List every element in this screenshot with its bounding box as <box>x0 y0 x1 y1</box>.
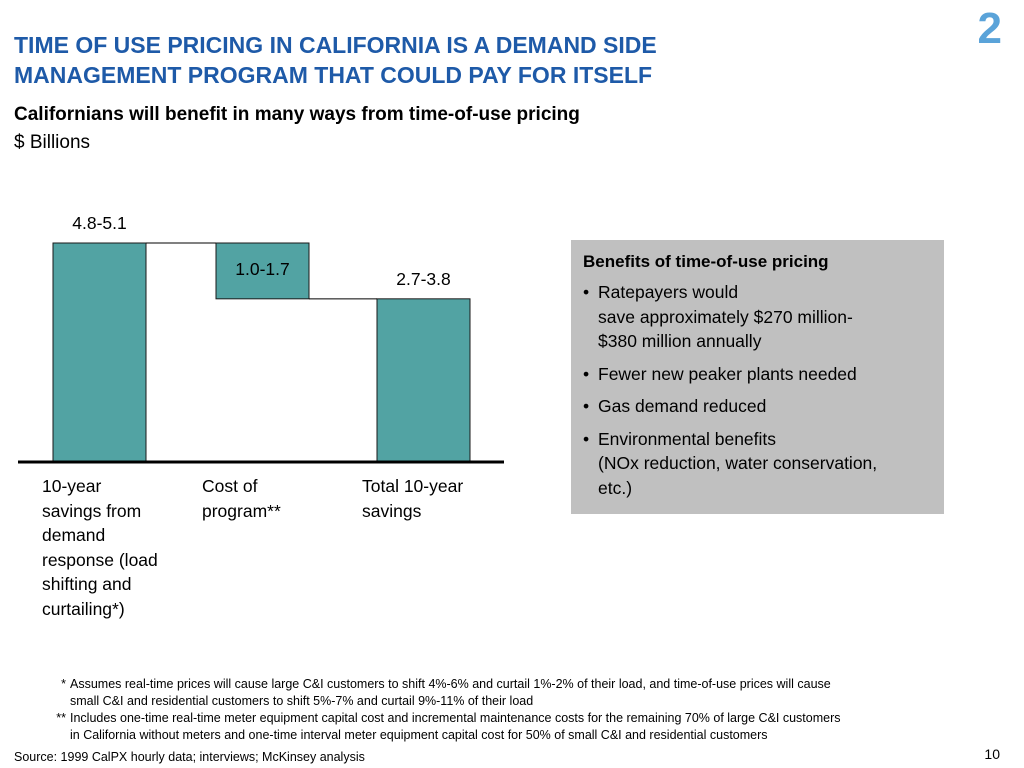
title-line: TIME OF USE PRICING IN CALIFORNIA IS A D… <box>14 32 657 58</box>
footnote: ** Includes one-time real-time meter equi… <box>46 710 966 744</box>
bar <box>52 242 147 463</box>
footnote-line: Assumes real-time prices will cause larg… <box>70 677 831 691</box>
category-label-line: savings from <box>42 500 142 521</box>
benefit-line: $380 million annually <box>598 331 762 351</box>
benefit-item: • Environmental benefits (NOx reduction, w… <box>583 427 932 501</box>
data-label: 4.8-5.1 <box>72 213 126 233</box>
benefit-item: • Gas demand reduced <box>583 394 932 419</box>
category-label: Cost of program** <box>202 474 281 523</box>
page-title: TIME OF USE PRICING IN CALIFORNIA IS A D… <box>14 30 874 90</box>
benefit-line: Gas demand reduced <box>598 396 767 416</box>
category-label-line: Cost of <box>202 476 258 496</box>
bar <box>376 298 471 463</box>
footnote-mark: * <box>61 677 66 691</box>
benefit-line: Ratepayers would <box>598 282 739 302</box>
footnote: * Assumes real-time prices will cause lar… <box>46 676 966 710</box>
bullet-icon: • <box>583 282 590 302</box>
chart-subtitle: Californians will benefit in many ways f… <box>14 104 580 125</box>
category-label-line: 10-year <box>42 476 102 496</box>
benefit-item: • Ratepayers would save approximately $270… <box>583 280 932 354</box>
title-line: MANAGEMENT PROGRAM THAT COULD PAY FOR IT… <box>14 62 653 88</box>
footnote-line: Includes one-time real-time meter equipm… <box>70 711 841 725</box>
bar <box>215 242 310 300</box>
category-label-line: program** <box>202 500 281 521</box>
benefits-panel: Benefits of time-of-use pricing • Ratepay… <box>571 240 944 514</box>
footnote-text: Assumes real-time prices will cause larg… <box>70 676 831 710</box>
footnote-mark: ** <box>56 711 66 725</box>
category-label-line: shifting and <box>42 574 132 594</box>
footnote-text: Includes one-time real-time meter equipm… <box>70 710 841 744</box>
benefit-line: save approximately $270 million- <box>598 306 853 327</box>
waterfall-chart: 4.8-5.1 1.0-1.7 2.7-3.8 <box>18 213 504 464</box>
footnote-line: small C&I and residential customers to s… <box>70 694 534 708</box>
page-number: 10 <box>984 746 1000 762</box>
category-label-line: curtailing*) <box>42 598 125 619</box>
category-label-line: savings <box>362 500 422 521</box>
category-label-line: response (load <box>42 549 158 570</box>
bullet-icon: • <box>583 396 590 416</box>
category-label-line: demand <box>42 525 106 545</box>
benefit-line: (NOx reduction, water conservation, <box>598 453 878 473</box>
bullet-icon: • <box>583 363 590 384</box>
data-label: 2.7-3.8 <box>396 269 450 289</box>
data-label: 1.0-1.7 <box>235 259 289 279</box>
benefit-line: Fewer new peaker plants needed <box>598 363 857 384</box>
units-label: $ Billions <box>14 132 91 153</box>
benefit-line: etc.) <box>598 477 633 498</box>
footnotes: * Assumes real-time prices will cause lar… <box>46 676 966 744</box>
benefit-line: Environmental benefits <box>598 428 777 449</box>
footnote-line: in California without meters and one-tim… <box>70 728 768 742</box>
category-label-line: Total 10-year <box>362 476 464 496</box>
bullet-icon: • <box>583 428 590 449</box>
benefit-item: • Fewer new peaker plants needed <box>583 362 932 387</box>
category-label: Total 10-year savings <box>362 474 463 523</box>
benefits-title: Benefits of time-of-use pricing <box>583 252 829 271</box>
category-label: 10-year savings from demand response (load s… <box>42 474 158 621</box>
source-note: Source: 1999 CalPX hourly data; intervie… <box>14 750 365 764</box>
benefits-list: • Ratepayers would save approximately $270… <box>583 280 932 500</box>
section-number: 2 <box>977 4 1002 53</box>
